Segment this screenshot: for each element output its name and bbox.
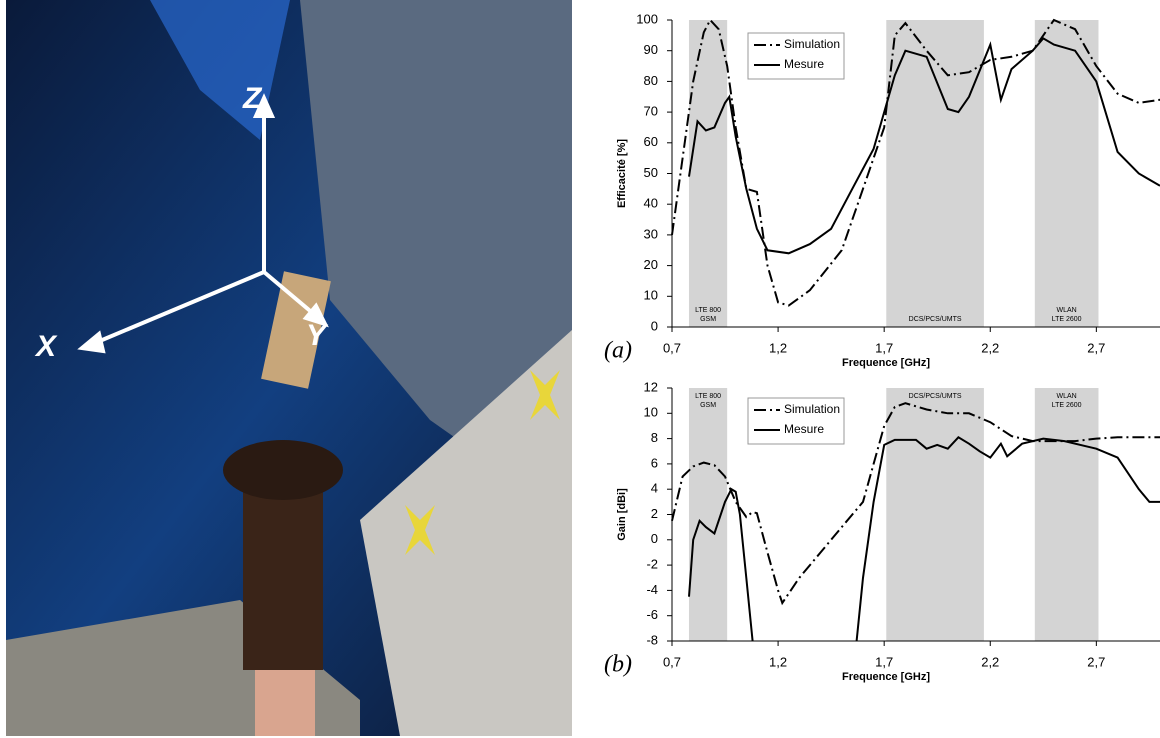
absorber-highlight xyxy=(150,0,290,140)
legend-label: Simulation xyxy=(784,37,840,51)
cylinder-top xyxy=(223,440,343,500)
y-tick-label: -2 xyxy=(646,557,658,572)
series-line xyxy=(688,436,1160,642)
legend xyxy=(747,397,845,445)
axis-label-x: X xyxy=(34,330,58,363)
band-label: LTE 2600 xyxy=(1052,316,1082,323)
y-tick-label: 12 xyxy=(644,379,658,394)
y-tick-label: 0 xyxy=(651,531,658,546)
y-axis-label: Efficacité [%] xyxy=(616,139,628,208)
x-tick-label: 0,7 xyxy=(663,340,681,355)
y-tick-label: 90 xyxy=(644,42,658,57)
band-label: GSM xyxy=(700,402,716,409)
panel-label: (b) xyxy=(604,652,632,678)
band xyxy=(886,388,984,641)
band-label: LTE 2600 xyxy=(1052,402,1082,409)
series-line xyxy=(688,37,1160,255)
y-tick-label: 50 xyxy=(644,165,658,180)
y-tick-label: 2 xyxy=(651,506,658,521)
y-axis-label: Gain [dBi] xyxy=(616,488,628,541)
band xyxy=(688,20,728,327)
band xyxy=(1034,388,1099,641)
series-line xyxy=(671,18,1160,307)
band xyxy=(886,20,984,327)
y-tick-label: -6 xyxy=(646,607,658,622)
axis-label-y: Y xyxy=(306,319,329,352)
y-tick-label: 30 xyxy=(644,226,658,241)
y-tick-label: 40 xyxy=(644,196,658,211)
x-tick-label: 1,2 xyxy=(769,340,787,355)
positioner xyxy=(360,330,572,736)
y-tick-label: 10 xyxy=(644,288,658,303)
y-tick-label: 80 xyxy=(644,73,658,88)
axes-arrows xyxy=(77,93,329,354)
axis-label-z: Z xyxy=(242,82,263,115)
absorber-wall xyxy=(300,0,572,520)
legend-label: Mesure xyxy=(784,422,824,436)
y-tick-label: 20 xyxy=(644,257,658,272)
band-label: DCS/PCS/UMTS xyxy=(909,316,962,323)
photo: Z X Y xyxy=(6,0,572,736)
legend-label: Simulation xyxy=(784,402,840,416)
x-axis-label: Frequence [GHz] xyxy=(842,357,930,369)
x-tick-label: 2,7 xyxy=(1087,654,1105,669)
x-axis-label: Frequence [GHz] xyxy=(842,671,930,683)
y-tick-label: -4 xyxy=(646,582,658,597)
y-tick-label: 4 xyxy=(651,481,658,496)
x-tick-label: 1,2 xyxy=(769,654,787,669)
y-tick-label: 70 xyxy=(644,104,658,119)
y-tick-label: -8 xyxy=(646,632,658,647)
band-label: WLAN xyxy=(1057,393,1077,400)
antenna xyxy=(261,271,331,389)
panel-label: (a) xyxy=(604,338,632,364)
band-label: LTE 800 xyxy=(695,307,721,314)
cylinder xyxy=(243,470,323,670)
x-tick-label: 1,7 xyxy=(875,654,893,669)
legend-label: Mesure xyxy=(784,57,824,71)
band xyxy=(1034,20,1099,327)
markers xyxy=(405,370,560,555)
y-tick-label: 60 xyxy=(644,134,658,149)
x-tick-label: 1,7 xyxy=(875,340,893,355)
y-tick-label: 100 xyxy=(636,11,658,26)
y-tick-label: 6 xyxy=(651,455,658,470)
legend xyxy=(747,32,845,80)
y-tick-label: 8 xyxy=(651,430,658,445)
x-tick-label: 2,7 xyxy=(1087,340,1105,355)
band-label: WLAN xyxy=(1057,307,1077,314)
mast xyxy=(255,660,315,736)
y-tick-label: 10 xyxy=(644,405,658,420)
y-tick-label: 0 xyxy=(651,318,658,333)
series-line xyxy=(671,402,1160,606)
band-label: DCS/PCS/UMTS xyxy=(909,393,962,400)
x-tick-label: 2,2 xyxy=(981,654,999,669)
x-tick-label: 2,2 xyxy=(981,340,999,355)
band-label: GSM xyxy=(700,316,716,323)
band-label: LTE 800 xyxy=(695,393,721,400)
x-tick-label: 0,7 xyxy=(663,654,681,669)
